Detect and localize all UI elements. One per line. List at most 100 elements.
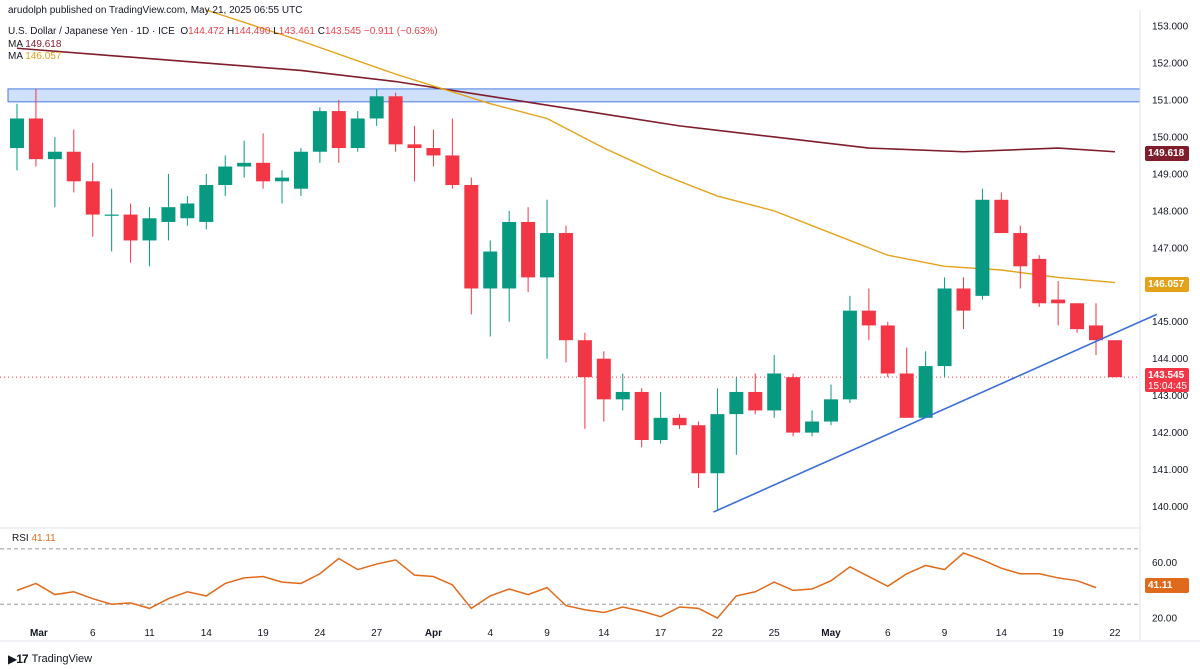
time-axis[interactable]: Mar 6 11 14 19 24 27 Apr 4 9 14 17 22 25 May 6 9 14 19 22 xyxy=(30,628,1121,639)
candle-body xyxy=(502,221,517,289)
time-axis-label: Apr xyxy=(425,628,442,639)
candle xyxy=(1107,340,1122,378)
time-axis-label: 14 xyxy=(996,628,1008,639)
open-value: 144.472 xyxy=(188,26,225,37)
candle-body xyxy=(558,233,573,341)
candle-body xyxy=(28,118,43,160)
price-axis-label: 148.000 xyxy=(1152,206,1189,217)
candle-body xyxy=(729,391,744,415)
rsi-value-tag: 41.11 xyxy=(1145,578,1189,593)
candle xyxy=(672,414,687,429)
time-axis-label: 17 xyxy=(655,628,667,639)
candle xyxy=(275,170,290,204)
low-value: 143.461 xyxy=(278,26,315,37)
candle-body xyxy=(653,417,668,440)
candle-body xyxy=(1070,303,1085,330)
candle-body xyxy=(275,177,290,182)
rsi-tag-text: 41.11 xyxy=(1148,580,1173,591)
candle-body xyxy=(596,358,611,400)
candle xyxy=(975,188,990,300)
candle xyxy=(729,377,744,455)
price-axis-label: 153.000 xyxy=(1152,22,1189,33)
candle-body xyxy=(615,391,630,400)
price-axis[interactable]: 153.000 152.000 151.000 150.000 149.000 148.0… xyxy=(1152,22,1189,513)
time-axis-label: 6 xyxy=(90,628,96,639)
rsi-axis-label: 60.00 xyxy=(1152,558,1177,569)
candle-body xyxy=(994,199,1009,234)
tradingview-branding[interactable]: ▶17 TradingView xyxy=(8,652,92,666)
time-axis-label: 14 xyxy=(201,628,213,639)
candle-body xyxy=(710,414,725,474)
time-axis-label: Mar xyxy=(30,628,48,639)
time-axis-label: May xyxy=(821,628,841,639)
candle xyxy=(388,92,403,152)
ma-mid-value: 146.057 xyxy=(25,51,62,62)
candle xyxy=(786,373,801,437)
candle xyxy=(842,295,857,404)
publisher-text: arudolph published on TradingView.com, M… xyxy=(8,5,303,16)
symbol-legend[interactable]: U.S. Dollar / Japanese Yen · 1D · ICE O1… xyxy=(8,26,438,38)
candle xyxy=(28,88,43,167)
candle-body xyxy=(975,199,990,296)
candle xyxy=(331,100,346,163)
candle-body xyxy=(748,391,763,411)
close-value: 143.545 xyxy=(324,26,362,37)
candle xyxy=(577,332,592,429)
resistance-zone-layer xyxy=(7,88,1141,103)
candle-body xyxy=(161,207,176,222)
ma-mid-tag-text: 146.057 xyxy=(1148,279,1185,290)
candle-body xyxy=(10,118,24,149)
candle xyxy=(899,347,914,418)
candle xyxy=(10,103,24,171)
support-trendline[interactable] xyxy=(713,313,1158,513)
high-value: 144.490 xyxy=(234,26,271,37)
candle-body xyxy=(85,181,100,215)
candle-body xyxy=(237,162,252,167)
candle xyxy=(445,118,460,189)
candle xyxy=(521,207,536,293)
ma-long-legend[interactable]: MA 149.618 xyxy=(8,39,61,51)
rsi-legend[interactable]: RSI 41.11 xyxy=(12,533,56,544)
time-axis-label: 27 xyxy=(371,628,383,639)
candle xyxy=(937,277,952,378)
candle-body xyxy=(767,373,782,411)
candle xyxy=(256,133,271,189)
candlestick-layer xyxy=(10,88,1122,511)
candle xyxy=(123,203,138,263)
candle-body xyxy=(918,366,933,418)
candle xyxy=(1032,255,1047,307)
candle xyxy=(823,384,838,426)
time-axis-label: 22 xyxy=(1109,628,1121,639)
candle-body xyxy=(123,214,138,241)
rsi-pane[interactable]: 60.00 20.00 xyxy=(0,548,1177,625)
candle xyxy=(710,388,725,511)
candle-body xyxy=(1107,340,1122,378)
candle-body xyxy=(899,373,914,418)
tradingview-logo-icon: ▶17 xyxy=(8,652,29,666)
candle xyxy=(85,162,100,237)
candle xyxy=(1013,225,1028,289)
time-axis-label: 9 xyxy=(544,628,550,639)
trendline-layer[interactable] xyxy=(713,313,1158,513)
candle-body xyxy=(861,310,876,326)
ma-mid-legend[interactable]: MA 146.057 xyxy=(8,51,61,63)
resistance-zone[interactable] xyxy=(7,88,1141,103)
symbol-name[interactable]: U.S. Dollar / Japanese Yen · 1D · ICE xyxy=(8,26,175,37)
last-price-text: 143.545 xyxy=(1148,370,1185,381)
candle xyxy=(47,136,62,208)
price-axis-label: 144.000 xyxy=(1152,354,1189,365)
close-label: C xyxy=(317,26,325,37)
time-axis-label: 9 xyxy=(942,628,948,639)
candle xyxy=(615,373,630,411)
candle xyxy=(861,288,876,341)
candle xyxy=(994,192,1009,234)
publisher-note: arudolph published on TradingView.com, M… xyxy=(8,5,302,17)
ma-long-line[interactable] xyxy=(16,47,1115,153)
candle xyxy=(104,188,119,252)
low-label: L xyxy=(273,26,279,37)
candle xyxy=(956,277,971,330)
rsi-line[interactable] xyxy=(16,552,1097,620)
candle-body xyxy=(1013,233,1028,267)
rsi-legend-value: 41.11 xyxy=(31,533,56,544)
